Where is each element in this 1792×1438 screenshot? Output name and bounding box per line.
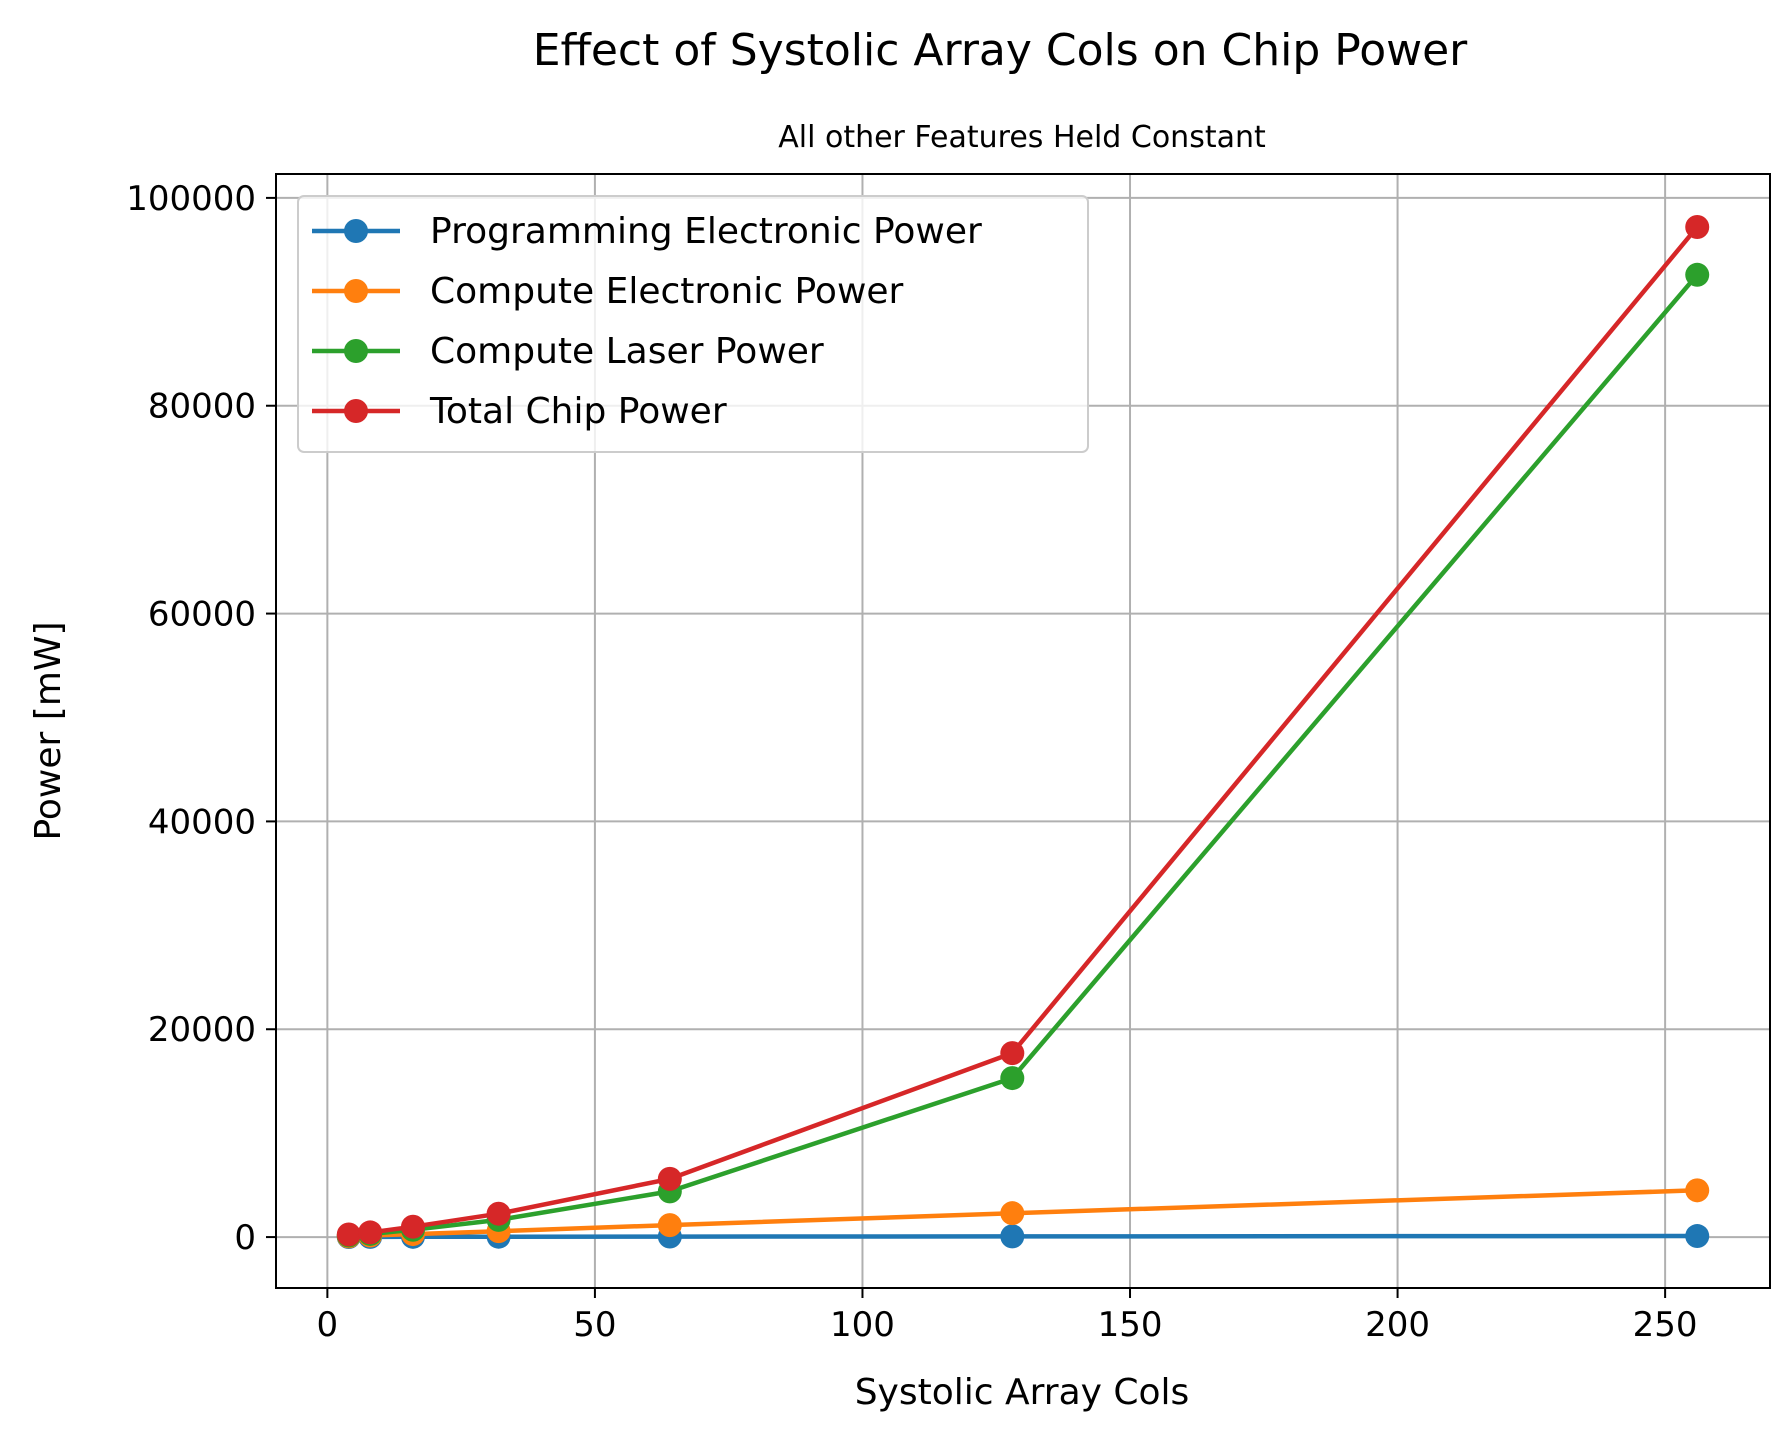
- y-tick-label: 40000: [148, 802, 256, 842]
- legend: Programming Electronic Power Compute Elec…: [297, 195, 1089, 453]
- data-point-total-chip-power: [657, 1166, 682, 1191]
- legend-swatch-marker: [344, 339, 368, 363]
- data-point-total-chip-power: [358, 1220, 383, 1245]
- data-point-total-chip-power: [400, 1214, 425, 1239]
- legend-label: Total Chip Power: [429, 391, 727, 432]
- data-point-total-chip-power: [486, 1201, 511, 1226]
- x-tick-label: 200: [1365, 1305, 1430, 1345]
- x-tick-label: 250: [1633, 1305, 1698, 1345]
- legend-item-total-chip-power: Total Chip Power: [312, 391, 727, 432]
- data-point-total-chip-power: [1000, 1041, 1025, 1066]
- legend-swatch-marker: [344, 219, 368, 243]
- x-tick-label: 50: [573, 1305, 616, 1345]
- series-total-chip-power: [336, 214, 1710, 1247]
- y-tick-label: 80000: [148, 387, 256, 427]
- y-tick-label: 60000: [148, 595, 256, 635]
- legend-label: Programming Electronic Power: [430, 211, 982, 252]
- y-tick-label: 20000: [148, 1010, 256, 1050]
- x-axis-label: Systolic Array Cols: [855, 1372, 1190, 1413]
- legend-swatch-marker: [344, 399, 368, 423]
- series-layer: [336, 214, 1710, 1249]
- legend-box: [297, 195, 1089, 453]
- chart-title: Effect of Systolic Array Cols on Chip Po…: [533, 25, 1468, 76]
- data-point-total-chip-power: [1685, 214, 1710, 239]
- y-tick-label: 0: [234, 1218, 256, 1258]
- data-point-programming-electronic-power: [1685, 1224, 1710, 1249]
- legend-item-compute-laser-power: Compute Laser Power: [312, 331, 824, 372]
- data-point-compute-laser-power: [1000, 1066, 1025, 1091]
- legend-label: Compute Electronic Power: [430, 271, 904, 312]
- legend-label: Compute Laser Power: [430, 331, 824, 372]
- x-tick-label: 100: [830, 1305, 895, 1345]
- plot-frame: [275, 173, 1771, 1289]
- data-point-compute-laser-power: [1685, 262, 1710, 287]
- chart-subtitle: All other Features Held Constant: [778, 120, 1266, 155]
- y-axis-label: Power [mW]: [28, 621, 69, 840]
- y-axis-ticks: 0 20000 40000 60000 80000 100000: [126, 179, 276, 1258]
- data-point-programming-electronic-power: [1000, 1224, 1025, 1249]
- x-tick-label: 150: [1098, 1305, 1163, 1345]
- data-point-compute-electronic-power: [657, 1213, 682, 1238]
- legend-swatch-marker: [344, 279, 368, 303]
- x-axis-ticks: 0 50 100 150 200 250: [317, 1288, 1698, 1345]
- x-tick-label: 0: [317, 1305, 339, 1345]
- data-point-compute-electronic-power: [1000, 1201, 1025, 1226]
- data-point-compute-electronic-power: [1685, 1178, 1710, 1203]
- y-tick-label: 100000: [126, 179, 256, 219]
- legend-item-compute-electronic-power: Compute Electronic Power: [312, 271, 904, 312]
- legend-item-programming-electronic-power: Programming Electronic Power: [312, 211, 982, 252]
- data-point-total-chip-power: [336, 1222, 361, 1247]
